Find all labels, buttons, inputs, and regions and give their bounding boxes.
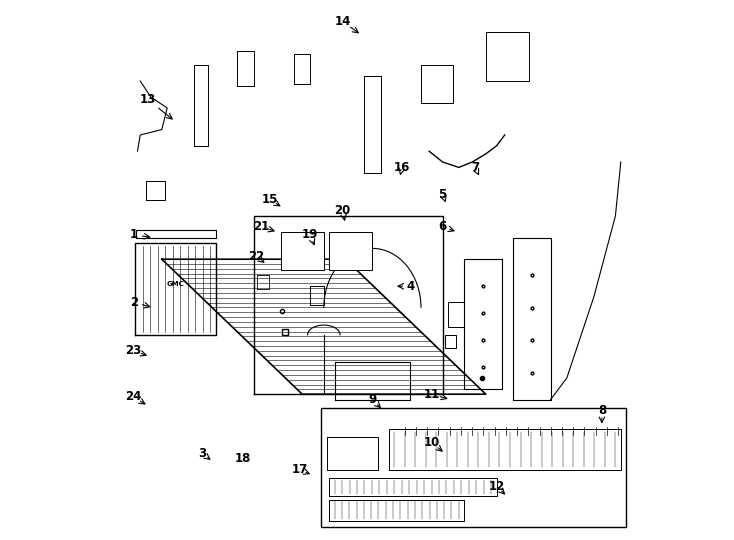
Text: 17: 17	[291, 463, 308, 476]
Text: 1: 1	[130, 228, 138, 241]
Polygon shape	[330, 500, 464, 521]
Text: 4: 4	[406, 280, 414, 293]
Bar	[280, 232, 324, 270]
Text: 12: 12	[488, 480, 505, 492]
Polygon shape	[446, 335, 456, 348]
Text: 15: 15	[261, 193, 278, 206]
Polygon shape	[145, 181, 164, 200]
Text: 8: 8	[597, 404, 606, 417]
Text: 24: 24	[126, 390, 142, 403]
Polygon shape	[335, 362, 410, 400]
Text: 22: 22	[248, 250, 264, 263]
Text: 20: 20	[335, 204, 351, 217]
Polygon shape	[330, 478, 497, 496]
Polygon shape	[388, 429, 621, 470]
Text: 19: 19	[302, 228, 319, 241]
Text: 10: 10	[424, 436, 440, 449]
Text: 13: 13	[140, 93, 156, 106]
Text: 7: 7	[471, 161, 479, 174]
Text: 14: 14	[335, 15, 351, 28]
Text: 3: 3	[198, 447, 206, 460]
Polygon shape	[486, 32, 529, 81]
Text: GMC: GMC	[167, 280, 184, 287]
Polygon shape	[513, 238, 550, 400]
Text: 16: 16	[394, 161, 410, 174]
Bar	[330, 232, 372, 270]
Polygon shape	[254, 216, 443, 394]
Polygon shape	[257, 275, 269, 289]
Polygon shape	[136, 230, 216, 238]
Text: 2: 2	[130, 296, 138, 309]
Bar	[321, 408, 626, 526]
Text: 5: 5	[438, 188, 447, 201]
Polygon shape	[195, 65, 208, 146]
Text: 18: 18	[235, 453, 251, 465]
Text: 11: 11	[424, 388, 440, 401]
Text: 9: 9	[368, 393, 377, 406]
Polygon shape	[237, 51, 254, 86]
Polygon shape	[421, 65, 454, 103]
Text: 6: 6	[438, 220, 447, 233]
Polygon shape	[448, 302, 464, 327]
Text: 21: 21	[253, 220, 270, 233]
Polygon shape	[135, 243, 216, 335]
Polygon shape	[464, 259, 502, 389]
Polygon shape	[327, 437, 378, 470]
Polygon shape	[294, 54, 310, 84]
Text: 23: 23	[126, 345, 142, 357]
Polygon shape	[364, 76, 380, 173]
Polygon shape	[310, 286, 324, 305]
Polygon shape	[161, 259, 486, 394]
